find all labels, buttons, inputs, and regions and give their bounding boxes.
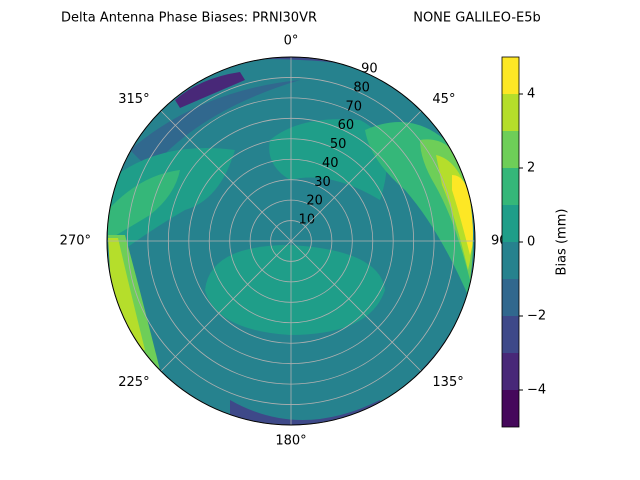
r-tick-label: 50 — [330, 137, 347, 152]
r-tick-label: 10 — [299, 213, 316, 228]
theta-tick-label: 45° — [432, 92, 455, 107]
r-tick-label: 40 — [322, 156, 339, 171]
colorbar-band — [502, 353, 519, 390]
theta-tick-label: 225° — [118, 375, 149, 390]
r-tick-label: 70 — [345, 99, 362, 114]
r-tick-label: 30 — [314, 175, 331, 190]
colorbar-label: Bias (mm) — [555, 209, 570, 276]
r-tick-label: 80 — [353, 80, 370, 95]
contour-region — [230, 400, 380, 425]
colorbar-band — [502, 57, 519, 94]
colorbar-band — [502, 390, 519, 427]
theta-tick-label: 315° — [118, 92, 149, 107]
colorbar-band — [502, 168, 519, 205]
contour-region — [175, 72, 245, 108]
contour-region — [205, 245, 385, 335]
colorbar-tick-label: 2 — [527, 161, 535, 176]
colorbar-band — [502, 242, 519, 279]
angular-grid-line — [160, 110, 292, 242]
contour-region — [452, 175, 473, 255]
theta-tick-label: 270° — [60, 234, 91, 249]
angular-grid-line — [160, 240, 292, 372]
colorbar-band — [502, 279, 519, 316]
theta-tick-label: 135° — [432, 375, 463, 390]
theta-tick-label: 0° — [284, 34, 299, 49]
angular-grid-line — [290, 240, 422, 372]
chart-title: Delta Antenna Phase Biases: PRNI30VR — [61, 11, 317, 26]
colorbar-band — [502, 94, 519, 131]
colorbar-band — [502, 131, 519, 168]
chart-subtitle: NONE GALILEO-E5b — [413, 11, 541, 26]
colorbar-band — [502, 316, 519, 353]
polar-frame — [106, 56, 476, 426]
r-tick-label: 60 — [338, 118, 355, 133]
colorbar-band — [502, 205, 519, 242]
colorbar-tick-label: 4 — [527, 87, 535, 102]
angular-grid-line — [290, 110, 422, 242]
colorbar-tick-label: 0 — [527, 235, 535, 250]
contour-region — [108, 170, 180, 240]
contour-region — [420, 139, 474, 280]
contour-field — [107, 57, 475, 425]
colorbar-tick-label: −4 — [527, 383, 546, 398]
theta-tick-label: 180° — [275, 434, 306, 449]
colorbar-tick-label: −2 — [527, 309, 546, 324]
r-tick-label: 20 — [306, 194, 323, 209]
